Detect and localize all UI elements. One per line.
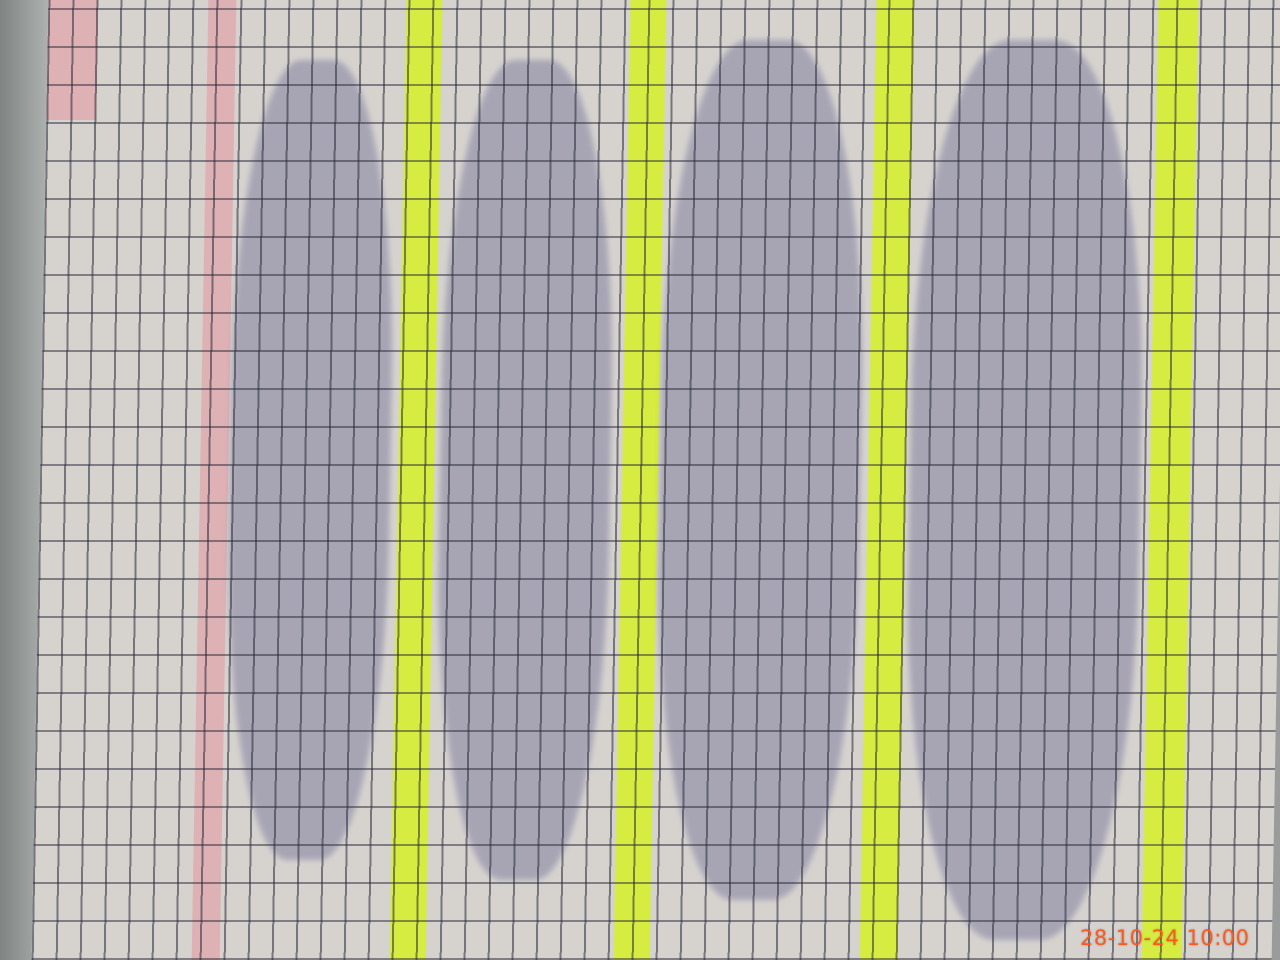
timestamp: 28-10-24 10:00 <box>1080 926 1250 950</box>
grid <box>31 0 1280 960</box>
ledger-page <box>31 0 1280 960</box>
